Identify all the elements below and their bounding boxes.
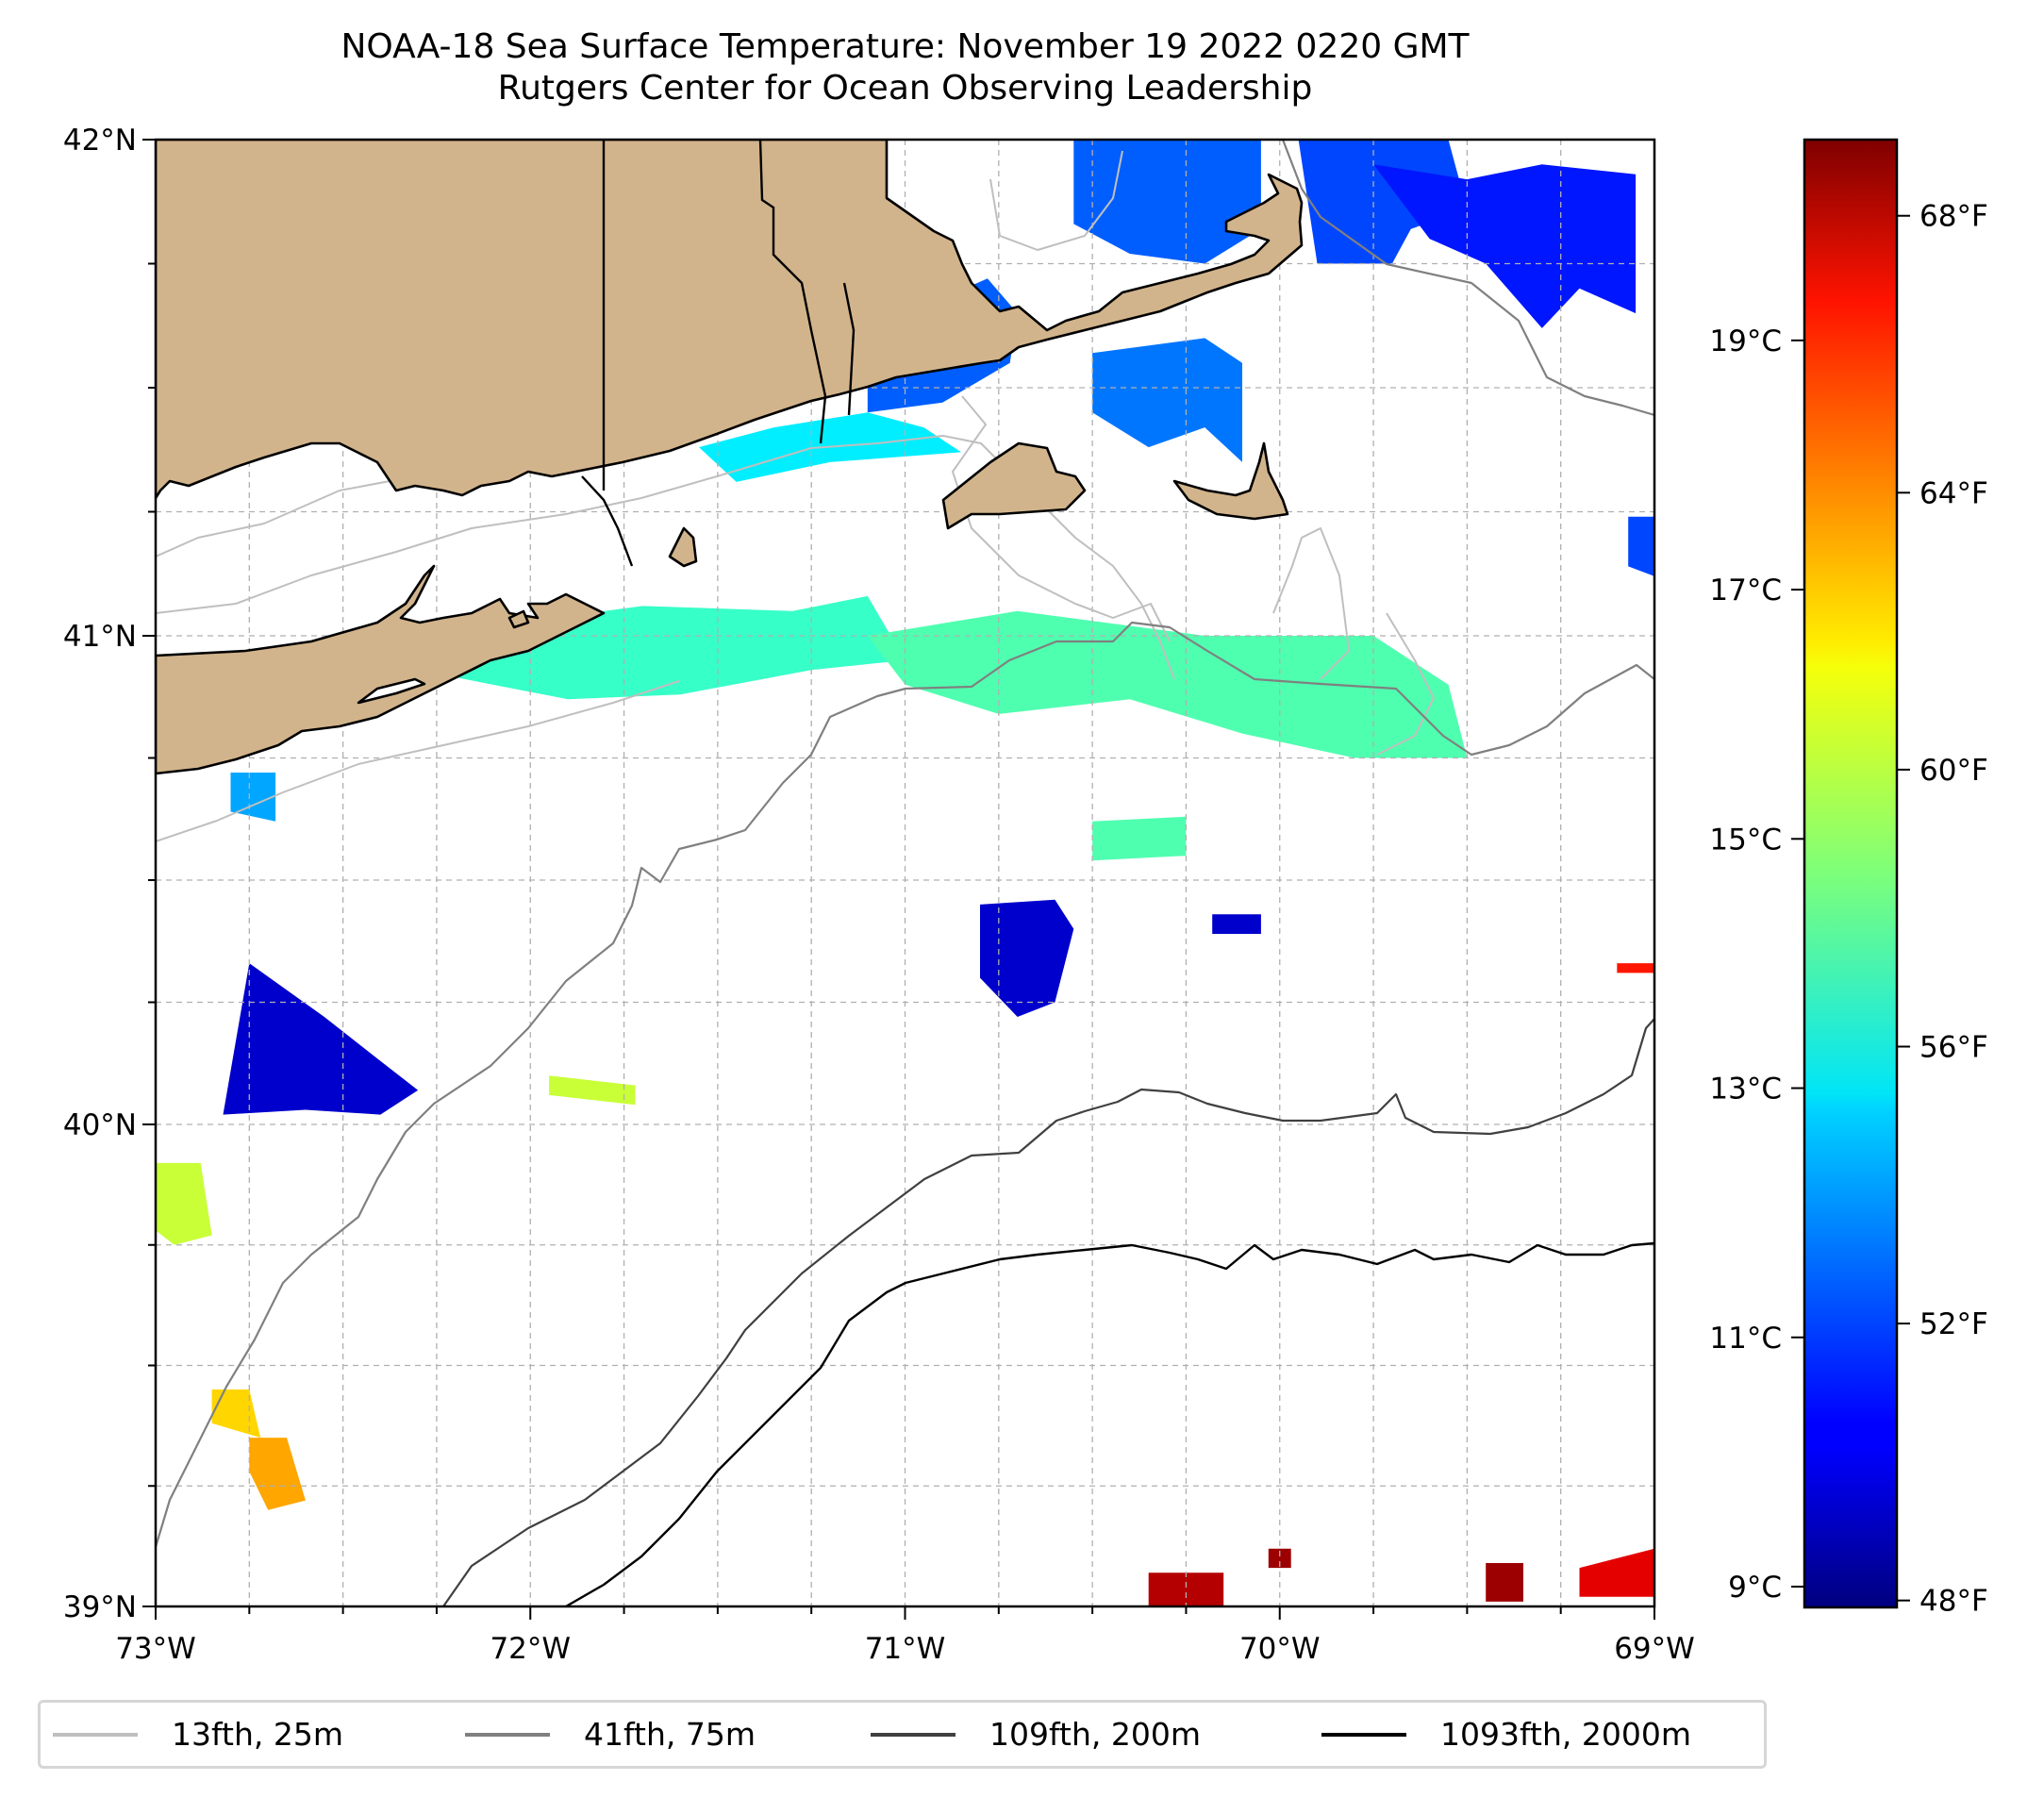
y-axis: 42°N 41°N 40°N 39°N (63, 124, 156, 1624)
colorbar-f-tick-label: 68°F (1919, 200, 1988, 234)
chart-subtitle: Rutgers Center for Ocean Observing Leade… (497, 69, 1313, 108)
chart-title: NOAA-18 Sea Surface Temperature: Novembe… (341, 27, 1470, 66)
sst-patch-gulf-of-maine-se (1373, 164, 1637, 328)
sst-patch-shelf-break-east (1212, 914, 1261, 934)
colorbar-gradient (1803, 138, 1899, 1609)
colorbar-f-tick-label: 48°F (1919, 1585, 1988, 1619)
x-tick-label: 71°W (865, 1632, 946, 1666)
legend-line-2000m (1321, 1732, 1406, 1737)
gridlines (156, 140, 1654, 1606)
sst-patch-gulf-stream-eddy-3 (1579, 1548, 1654, 1597)
legend-label: 41fth, 75m (584, 1716, 756, 1753)
legend-item-25m: 13fth, 25m (53, 1703, 343, 1766)
sst-patch-gulf-stream-eddy-2 (1486, 1563, 1523, 1602)
colorbar-c-tick-label: 19°C (1709, 324, 1782, 358)
land-nantucket (1172, 441, 1289, 521)
colorbar-c-tick-label: 11°C (1709, 1322, 1782, 1356)
colorbar-c-tick-label: 15°C (1709, 823, 1782, 857)
colorbar: 9°C 11°C 13°C 15°C 17°C 19°C 48°F 52°F 56°F 60°F… (1709, 138, 1988, 1619)
y-tick-label: 39°N (63, 1590, 137, 1624)
colorbar-c-tick-label: 17°C (1709, 574, 1782, 607)
sst-patch-gulf-stream-eddy-1 (1148, 1572, 1224, 1606)
sst-patch-cape-cod-bay (1073, 140, 1261, 264)
legend-label: 13fth, 25m (172, 1716, 343, 1753)
border-ct-ri (758, 140, 827, 444)
sst-patch-gulf-stream-eddy-4 (1268, 1548, 1291, 1569)
sst-patch-shelf-patch-72 (549, 1075, 636, 1106)
x-tick-label: 70°W (1239, 1632, 1321, 1666)
sst-patch-shelf-break-west (223, 963, 419, 1115)
sst-patch-shelf-break-mid (980, 899, 1074, 1017)
legend-label: 1093fth, 2000m (1440, 1716, 1691, 1753)
x-tick-label: 73°W (115, 1632, 196, 1666)
contour-200m (442, 1018, 1654, 1606)
land-long-island (156, 564, 606, 775)
sst-patch-shelf-patch-70-5 (1092, 816, 1187, 861)
contour-2000m (565, 1241, 1654, 1606)
legend-item-200m: 109fth, 200m (871, 1703, 1201, 1766)
y-tick-label: 42°N (63, 124, 137, 158)
x-axis: 73°W 72°W 71°W 70°W 69°W (115, 1606, 1695, 1666)
colorbar-c-tick-label: 13°C (1709, 1073, 1782, 1106)
sst-patch-east-edge-cold (1628, 516, 1654, 576)
legend-item-75m: 41fth, 75m (465, 1703, 756, 1766)
land-block-island (668, 526, 698, 568)
contour-25m (156, 150, 1435, 842)
sst-patch-slope-warm-1 (249, 1438, 306, 1510)
colorbar-f-tick-label: 64°F (1919, 476, 1988, 510)
sst-patch-nj-slope-warm (156, 1162, 212, 1245)
land-marthas-vineyard (941, 441, 1087, 530)
colorbar-celsius-ticks: 9°C 11°C 13°C 15°C 17°C 19°C (1709, 324, 1804, 1605)
colorbar-fahrenheit-ticks: 48°F 52°F 56°F 60°F 64°F 68°F (1897, 200, 1988, 1619)
x-tick-label: 69°W (1614, 1632, 1695, 1666)
sst-patch-east-edge-warm (1617, 963, 1654, 973)
x-tick-label: 72°W (490, 1632, 571, 1666)
legend-item-2000m: 1093fth, 2000m (1321, 1703, 1691, 1766)
y-tick-label: 41°N (63, 620, 137, 654)
colorbar-c-tick-label: 9°C (1728, 1571, 1782, 1605)
y-tick-label: 40°N (63, 1108, 137, 1142)
bathymetry-contours (156, 140, 1654, 1606)
sst-patch-slope-warm-2 (211, 1389, 261, 1439)
legend-label: 109fth, 200m (989, 1716, 1201, 1753)
plot-area (156, 140, 1654, 1606)
land-fishers-island (507, 609, 530, 629)
contour-75m (156, 140, 1654, 1548)
sst-map: 73°W 72°W 71°W 70°W 69°W 42°N 41°N 40°N 39°N 9°… (63, 124, 1988, 1666)
depth-legend: 13fth, 25m 41fth, 75m 109fth, 200m 1093f… (38, 1700, 1767, 1769)
sst-patch-southern-new-england-shelf (867, 610, 1468, 758)
sst-patch-nantucket-sound (1092, 338, 1242, 462)
legend-line-200m (871, 1732, 956, 1737)
sst-patch-mass-bay-east (1298, 140, 1468, 264)
state-borders (581, 140, 856, 567)
land-masses (156, 140, 1304, 775)
colorbar-f-tick-label: 52°F (1919, 1307, 1988, 1341)
border-ri-ma (842, 282, 856, 416)
legend-line-75m (465, 1732, 550, 1737)
colorbar-f-tick-label: 56°F (1919, 1030, 1988, 1064)
colorbar-f-tick-label: 60°F (1919, 754, 1988, 788)
land-new-england (156, 140, 1304, 500)
legend-line-25m (53, 1732, 138, 1737)
border-maritime (581, 475, 634, 567)
